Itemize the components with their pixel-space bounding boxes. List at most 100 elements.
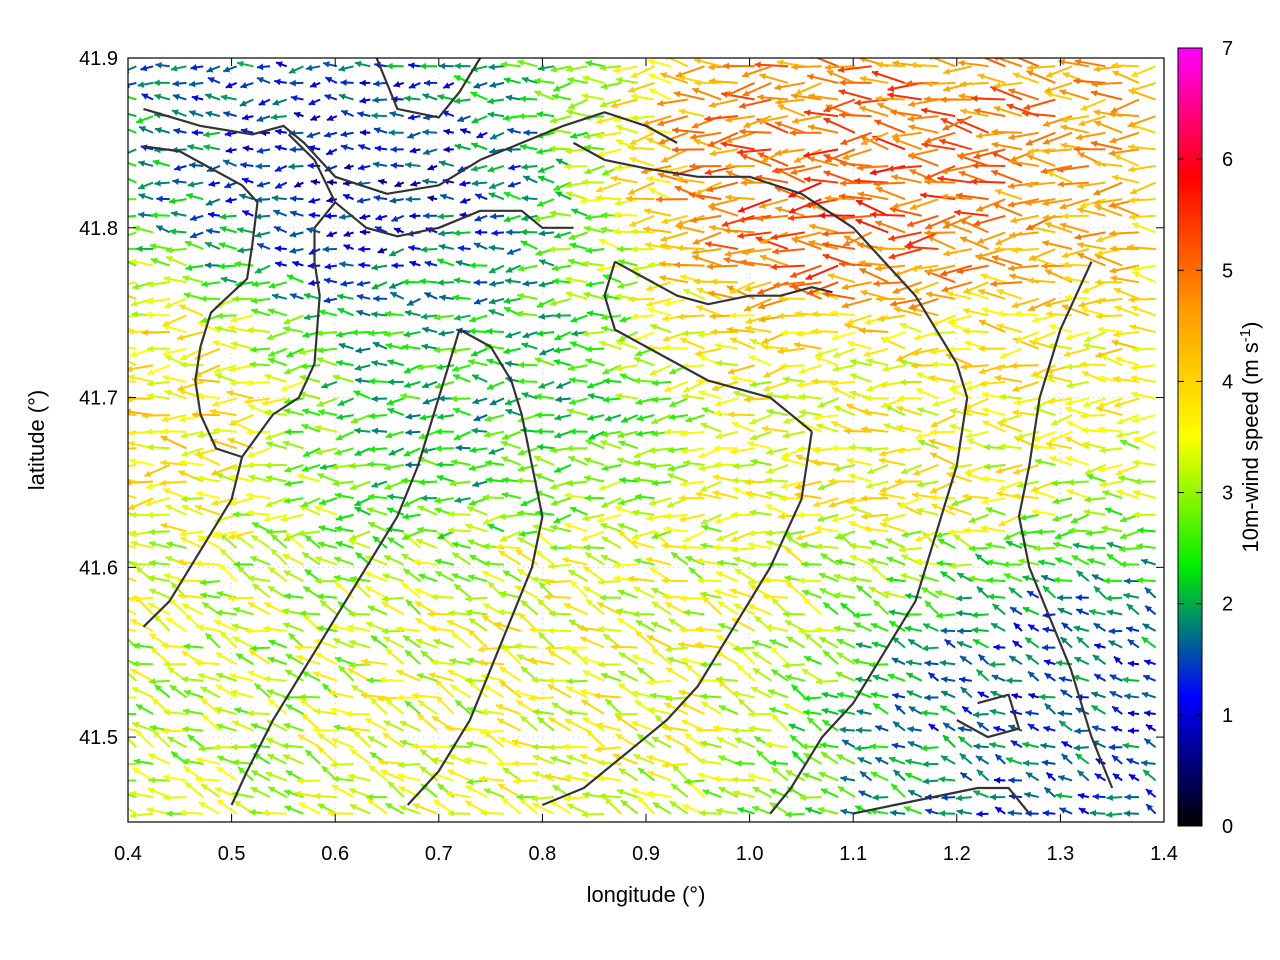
wind-arrow xyxy=(370,634,388,649)
wind-arrow xyxy=(349,803,371,815)
wind-arrow xyxy=(928,723,939,732)
wind-arrow xyxy=(921,709,939,717)
wind-arrow xyxy=(822,649,839,665)
wind-arrow xyxy=(820,788,839,798)
colorbar-title: 10m-wind speed (m s-1) xyxy=(1237,322,1264,553)
wind-arrow xyxy=(988,661,1006,668)
wind-arrow xyxy=(516,653,538,666)
wind-arrow xyxy=(215,672,237,682)
wind-arrow xyxy=(1078,807,1090,815)
wind-arrow xyxy=(854,744,872,752)
wind-arrow xyxy=(804,806,822,815)
wind-arrow xyxy=(921,644,939,652)
wind-arrow xyxy=(417,699,438,715)
wind-arrow xyxy=(135,703,154,715)
wind-arrow xyxy=(814,626,839,634)
wind-arrow xyxy=(432,798,455,815)
wind-arrow xyxy=(281,742,304,750)
wind-arrow xyxy=(1141,691,1156,699)
wind-arrow xyxy=(631,690,655,699)
wind-arrow xyxy=(527,657,555,666)
wind-arrow xyxy=(419,748,438,765)
wind-arrow xyxy=(1061,621,1073,632)
wind-arrow xyxy=(447,810,471,817)
wind-arrow xyxy=(906,690,923,699)
wind-arrow xyxy=(449,657,471,666)
wind-arrow xyxy=(718,704,739,715)
wind-arrow xyxy=(615,733,639,749)
wind-arrow xyxy=(412,692,438,699)
wind-arrow xyxy=(818,771,839,782)
wind-arrow xyxy=(994,806,1006,815)
wind-arrow xyxy=(366,793,388,801)
wind-arrow xyxy=(204,632,221,649)
x-tick-label: 0.5 xyxy=(218,843,246,865)
wind-arrow xyxy=(594,745,622,753)
wind-arrow xyxy=(267,753,288,765)
wind-arrow xyxy=(232,606,254,616)
wind-arrow xyxy=(321,683,338,699)
wind-arrow xyxy=(770,766,789,782)
wind-arrow xyxy=(857,756,872,765)
wind-arrow xyxy=(669,800,689,815)
wind-arrow xyxy=(804,632,823,649)
wind-arrow xyxy=(1106,794,1123,801)
wind-arrow xyxy=(699,809,722,817)
wind-arrow xyxy=(486,746,505,765)
wind-arrow xyxy=(1027,723,1040,732)
wind-arrow xyxy=(1089,809,1106,817)
y-tick-label: 41.8 xyxy=(79,218,118,240)
wind-arrow xyxy=(716,736,739,749)
wind-arrow xyxy=(752,667,772,682)
wind-arrow xyxy=(786,635,806,649)
wind-arrow xyxy=(1145,803,1157,815)
wind-arrow xyxy=(768,706,789,716)
y-tick-label: 41.9 xyxy=(79,48,118,70)
wind-arrow xyxy=(1093,643,1106,650)
wind-arrow xyxy=(955,794,972,802)
wind-arrow xyxy=(548,716,572,732)
wind-arrow xyxy=(563,795,588,802)
wind-arrow xyxy=(1142,622,1157,632)
colorbar-title-main: 10m-wind speed (m s xyxy=(1238,342,1263,552)
wind-arrow xyxy=(512,760,538,767)
wind-arrow xyxy=(128,628,137,632)
wind-arrow xyxy=(304,749,321,765)
wind-arrow xyxy=(734,737,756,749)
wind-arrow xyxy=(1061,740,1073,749)
wind-arrow xyxy=(532,754,555,765)
colorbar-title-sup: -1 xyxy=(1237,329,1254,342)
wind-arrow xyxy=(582,716,605,732)
wind-arrow xyxy=(132,660,154,668)
x-tick-label: 0.6 xyxy=(321,843,349,865)
x-tick-label: 1.1 xyxy=(839,843,867,865)
wind-arrow xyxy=(989,793,1006,801)
wind-arrow xyxy=(345,710,371,718)
wind-arrow xyxy=(1060,689,1073,699)
wind-arrow xyxy=(232,635,254,649)
wind-arrow xyxy=(907,638,923,649)
wind-arrow xyxy=(133,758,154,765)
wind-arrow xyxy=(920,744,939,752)
wind-arrow xyxy=(404,649,422,665)
wind-arrow xyxy=(1043,725,1056,733)
wind-arrow xyxy=(464,756,488,765)
wind-arrow xyxy=(380,769,405,782)
wind-arrow xyxy=(129,790,154,799)
wind-arrow xyxy=(250,723,271,732)
wind-arrow xyxy=(874,725,889,732)
x-tick-label: 0.4 xyxy=(114,843,142,865)
wind-arrow xyxy=(431,757,455,765)
wind-arrow xyxy=(748,710,772,718)
wind-arrow xyxy=(478,775,505,783)
wind-arrow xyxy=(1143,737,1157,749)
wind-arrow xyxy=(806,716,823,732)
wind-arrow xyxy=(519,715,539,732)
wind-arrow xyxy=(430,659,454,666)
wind-arrow xyxy=(972,638,990,649)
wind-arrow xyxy=(419,765,438,782)
wind-arrow xyxy=(891,657,906,666)
wind-arrow xyxy=(665,645,688,653)
wind-arrow xyxy=(200,783,221,798)
colorbar-tick-label: 2 xyxy=(1222,594,1233,616)
